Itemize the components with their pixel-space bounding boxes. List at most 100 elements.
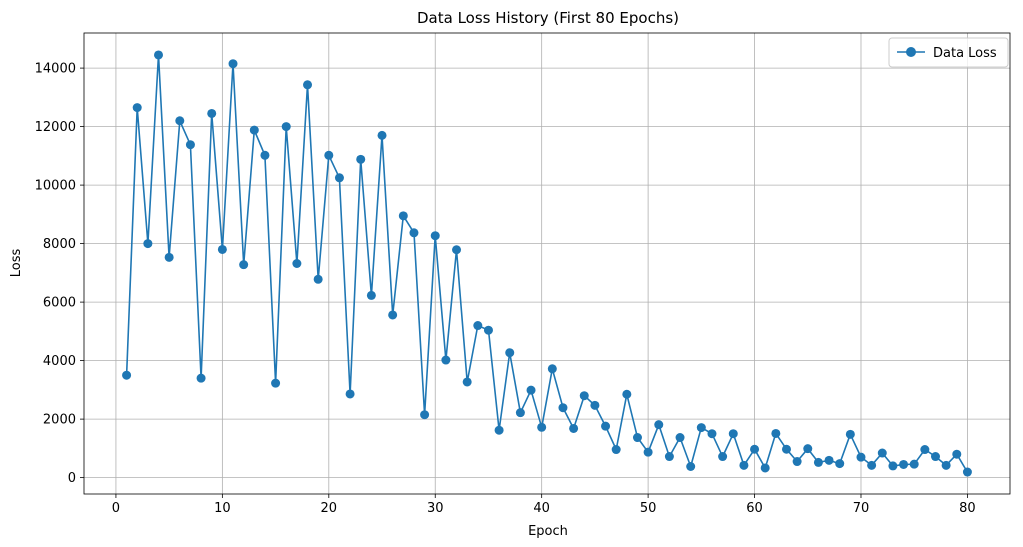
data-point [718,452,728,462]
chart-title: Data Loss History (First 80 Epochs) [417,9,679,27]
data-point [792,457,802,467]
x-axis-label: Epoch [528,524,568,539]
data-point [334,173,344,183]
data-point [622,389,632,399]
data-point [483,325,493,335]
data-point [132,103,142,113]
y-axis-label: Loss [9,249,24,278]
data-point [760,463,770,473]
data-point [579,391,589,401]
data-point [324,150,334,160]
x-tick-label: 10 [214,501,231,516]
data-point [654,420,664,430]
data-point [941,460,951,470]
data-point [420,410,430,420]
data-point [175,116,185,126]
data-point [356,154,366,164]
data-point [143,239,153,249]
x-tick-label: 50 [640,501,657,516]
data-point [824,455,834,465]
data-point [313,274,323,284]
y-tick-label: 6000 [43,296,76,311]
data-point [888,461,898,471]
data-point [228,59,238,69]
data-point [739,460,749,470]
data-point [462,377,472,387]
data-point [377,130,387,140]
data-point [835,459,845,469]
data-point [845,429,855,439]
data-point [632,433,642,443]
x-tick-label: 20 [321,501,338,516]
data-point [398,211,408,221]
data-point [515,408,525,418]
y-tick-label: 14000 [35,62,76,77]
data-point [260,150,270,160]
data-point [207,108,217,118]
data-point [750,444,760,454]
data-point [164,252,174,262]
data-point [675,433,685,443]
data-point [345,389,355,399]
data-point [494,425,504,435]
data-point [239,260,249,270]
data-point [877,448,887,458]
plot-frame [83,32,1011,495]
data-point [271,378,281,388]
data-point [909,459,919,469]
data-point [505,348,515,358]
data-point [962,467,972,477]
data-point [430,231,440,241]
x-tick-label: 60 [746,501,763,516]
data-point [856,452,866,462]
data-point [728,429,738,439]
x-tick-label: 0 [112,501,120,516]
data-point [122,370,132,380]
y-tick-label: 10000 [35,179,76,194]
y-tick-label: 4000 [43,354,76,369]
data-point [803,444,813,454]
data-point [813,457,823,467]
data-point [441,355,451,365]
legend-marker-swatch [906,47,916,57]
data-point [696,423,706,433]
data-point [920,445,930,455]
grid [84,33,1010,494]
data-point [473,321,483,331]
axes: 0 10 20 30 40 50 60 70 80 0 2000 4000 6000 8000 10000 1… [35,32,1011,516]
x-tick-label: 80 [959,501,976,516]
data-point [196,373,206,383]
data-point [154,50,164,60]
data-point [547,364,557,374]
legend-box [888,37,1009,68]
data-point [452,245,462,255]
y-tick-label: 12000 [35,120,76,135]
x-tick-label: 30 [427,501,444,516]
data-point [281,122,291,132]
data-point [366,290,376,300]
data-point [899,459,909,469]
y-tick-label: 2000 [43,413,76,428]
data-point [601,421,611,431]
data-point [590,400,600,410]
x-tick-label: 40 [533,501,550,516]
series-line [125,54,969,473]
data-point [611,445,621,455]
data-point [526,385,536,395]
data-point [771,428,781,438]
legend-label-data-loss: Data Loss [933,46,997,61]
data-point [930,452,940,462]
data-point [643,447,653,457]
data-point [409,228,419,238]
x-tick-label: 70 [853,501,870,516]
data-point [217,244,227,254]
y-tick-label: 0 [68,471,76,486]
data-point [292,259,302,268]
data-point [867,460,877,470]
data-point [558,403,568,413]
y-tick-label: 8000 [43,237,76,252]
data-point [185,140,195,150]
data-point [664,452,674,462]
